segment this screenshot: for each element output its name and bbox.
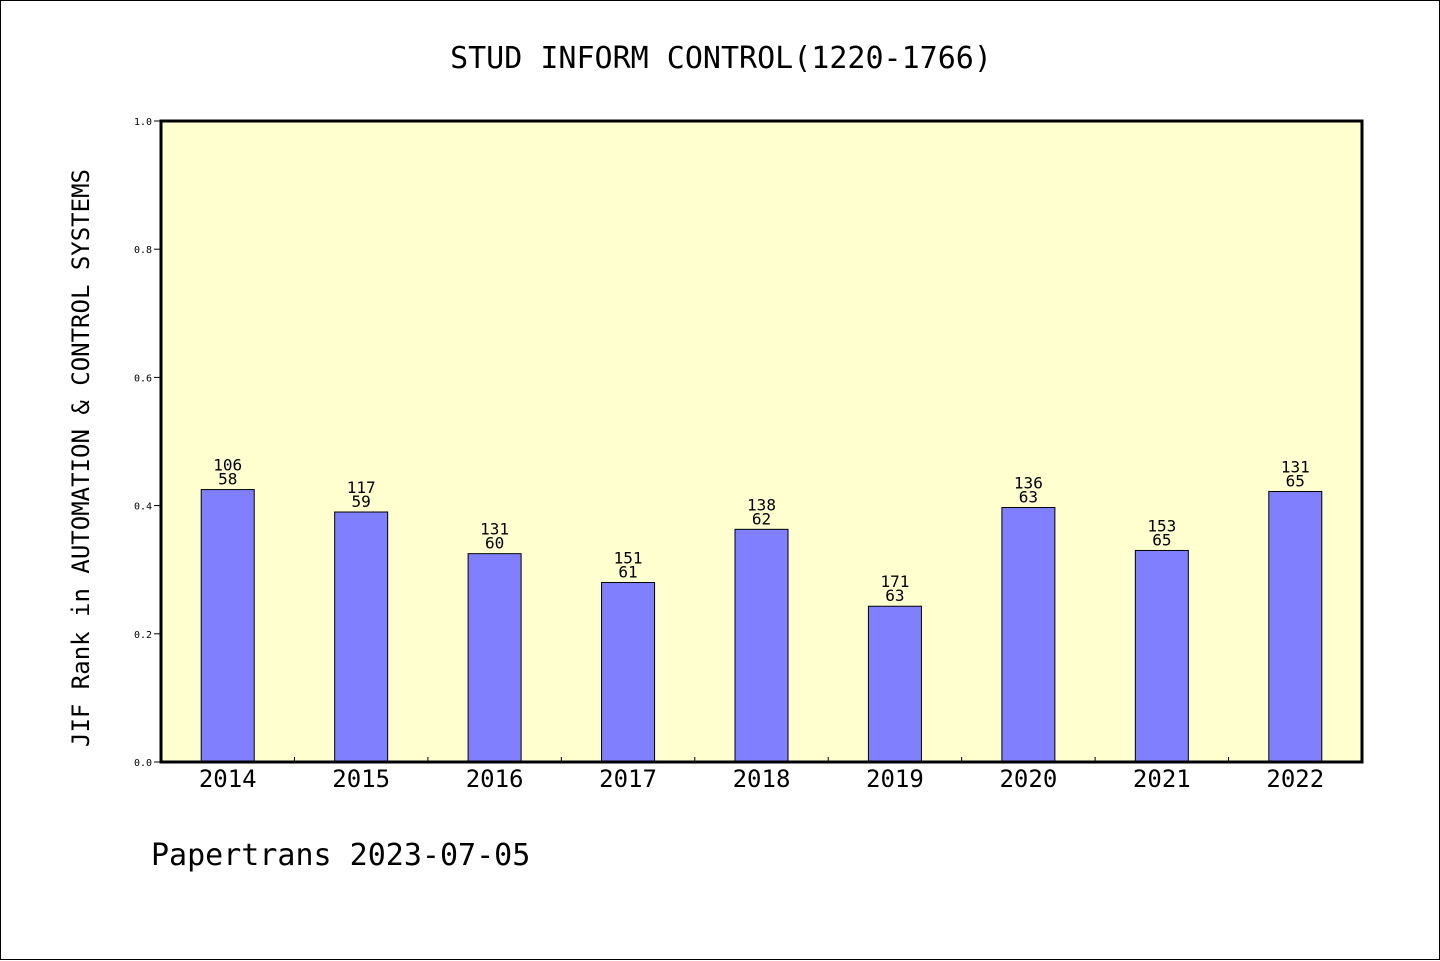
data-label-top: 171 [880, 572, 909, 591]
data-label-bottom: 63 [885, 586, 904, 605]
x-tick-label: 2019 [866, 765, 924, 793]
bar-2016 [467, 553, 522, 763]
x-tick-label: 2018 [733, 765, 791, 793]
x-tick-label: 2022 [1266, 765, 1324, 793]
bar-2014 [200, 489, 255, 763]
data-label-bottom: 58 [218, 470, 237, 489]
bar-2021 [1134, 549, 1189, 763]
data-label-bottom: 61 [618, 563, 637, 582]
data-label-top: 153 [1147, 516, 1176, 535]
x-tick-label: 2016 [466, 765, 524, 793]
bar-2020 [1001, 507, 1056, 763]
y-axis-label: JIF Rank in AUTOMATION & CONTROL SYSTEMS [67, 169, 95, 747]
y-tick-label: 0.6 [134, 373, 152, 384]
x-tick-label: 2015 [332, 765, 390, 793]
y-tick-label: 0.4 [134, 502, 152, 513]
footer-text: Papertrans 2023-07-05 [151, 838, 530, 873]
data-label-top: 136 [1014, 474, 1043, 493]
data-label-top: 138 [747, 495, 776, 514]
bar-2015 [334, 511, 389, 763]
data-label-top: 106 [213, 456, 242, 475]
data-label-top: 131 [480, 520, 509, 539]
data-label-bottom: 63 [1019, 488, 1038, 507]
data-label-top: 131 [1281, 457, 1310, 476]
y-tick-label: 0.0 [134, 758, 152, 769]
data-label-top: 117 [347, 478, 376, 497]
y-tick-label: 0.2 [134, 630, 152, 641]
plot-border [159, 119, 1364, 764]
bar-2019 [867, 605, 922, 763]
x-tick-label: 2017 [599, 765, 657, 793]
data-label-top: 151 [614, 549, 643, 568]
data-label-bottom: 62 [752, 509, 771, 528]
data-label-bottom: 65 [1286, 471, 1305, 490]
x-tick-label: 2020 [999, 765, 1057, 793]
data-label-bottom: 65 [1152, 530, 1171, 549]
x-tick-label: 2021 [1133, 765, 1191, 793]
bar-2018 [734, 528, 789, 763]
chart-title: STUD INFORM CONTROL(1220-1766) [450, 41, 992, 76]
bar-2022 [1268, 490, 1323, 763]
y-tick-label: 0.8 [134, 245, 152, 256]
bar-2017 [601, 582, 656, 763]
ticks-layer: 2014 2015 2016 2017 2018 2019 2020 2021 2022 0.0 0… [134, 117, 1324, 793]
y-tick-label: 1.0 [134, 117, 152, 128]
data-label-bottom: 59 [352, 492, 371, 511]
data-label-bottom: 60 [485, 534, 504, 553]
x-tick-label: 2014 [199, 765, 257, 793]
